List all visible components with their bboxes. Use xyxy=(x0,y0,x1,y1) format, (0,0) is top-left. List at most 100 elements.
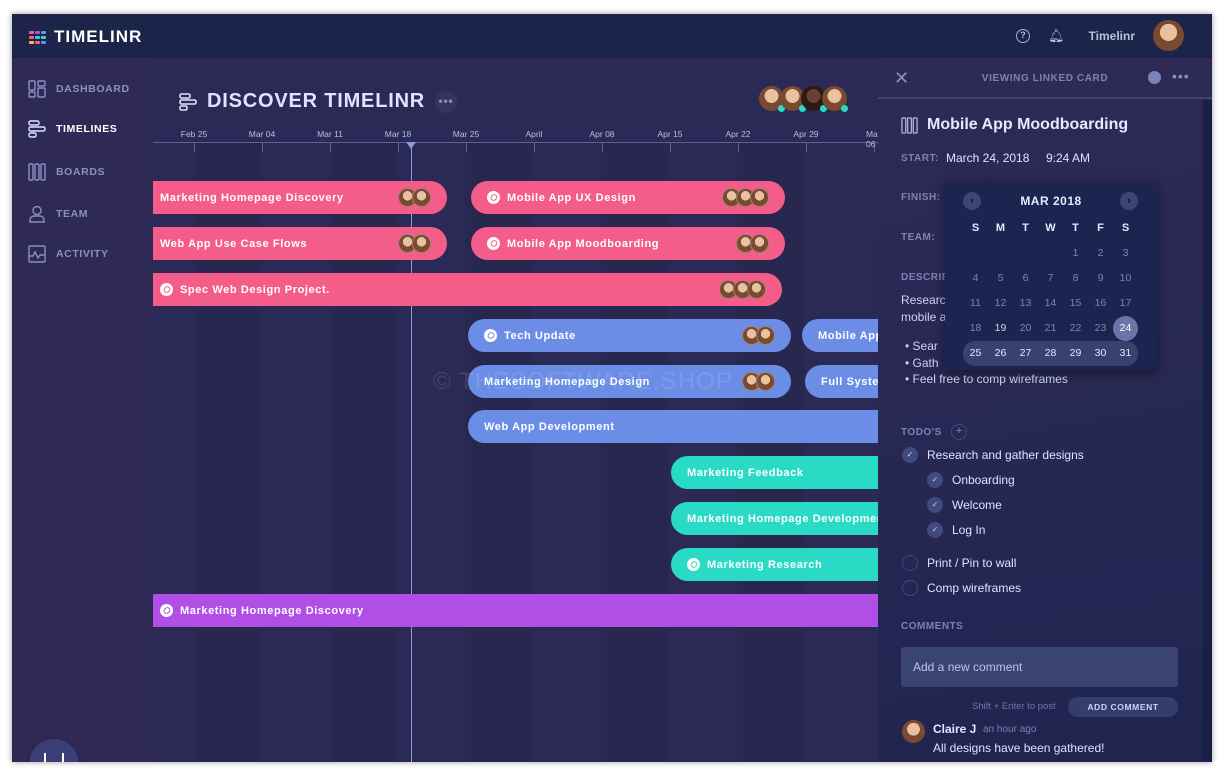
add-todo-button[interactable]: + xyxy=(951,424,967,440)
calendar-day[interactable]: 25 xyxy=(963,341,988,366)
today-marker[interactable] xyxy=(406,142,416,762)
sidebar: DASHBOARD TIMELINES BOARDS TEAM ACTIVITY xyxy=(12,58,153,762)
timeline-bar[interactable]: Mobile App UX Design xyxy=(471,181,785,214)
date-label: Mar 25 xyxy=(452,129,480,139)
calendar-day[interactable]: 6 xyxy=(1022,272,1029,284)
timeline-bar[interactable]: Marketing Research xyxy=(671,548,878,581)
date-picker: ‹ MAR 2018 › S M T W T F S 1 2 3 4 5 6 7 8 9 10 11 12 13 14 1… xyxy=(945,177,1157,370)
timeline-bar[interactable]: Marketing Homepage Discovery xyxy=(153,181,447,214)
calendar-day[interactable]: 2 xyxy=(1097,247,1104,259)
scrollbar[interactable] xyxy=(1203,100,1212,762)
start-date[interactable]: March 24, 2018 xyxy=(946,151,1030,165)
boards-icon xyxy=(28,163,46,181)
calendar-day[interactable]: 11 xyxy=(970,297,981,309)
calendar-day[interactable]: 20 xyxy=(1019,322,1032,334)
calendar-day[interactable]: 14 xyxy=(1044,297,1057,309)
timeline-bar[interactable]: Web App Use Case Flows xyxy=(153,227,447,260)
avatar[interactable] xyxy=(801,86,827,112)
calendar-day[interactable]: 31 xyxy=(1113,341,1138,366)
calendar-day[interactable]: 19 xyxy=(994,322,1007,334)
prev-month-button[interactable]: ‹ xyxy=(963,192,981,210)
calendar-day[interactable]: 10 xyxy=(1119,272,1132,284)
avatar[interactable] xyxy=(759,86,785,112)
timeline-bar[interactable]: Marketing Homepage Discovery xyxy=(153,594,878,627)
link-icon xyxy=(487,237,500,250)
calendar-day[interactable]: 18 xyxy=(969,322,982,334)
date-label: April xyxy=(525,129,543,139)
calendar-day[interactable]: 1 xyxy=(1072,247,1079,259)
calendar-day[interactable]: 13 xyxy=(1019,297,1032,309)
help-icon[interactable]: ? xyxy=(1016,28,1031,43)
timeline-bar[interactable]: Marketing Feedback xyxy=(671,456,878,489)
top-bar: TIMELINR ? 🔔︎ Timelinr xyxy=(12,14,1212,58)
user-avatar[interactable] xyxy=(1153,20,1184,51)
avatar[interactable] xyxy=(902,720,925,743)
timeline-bar[interactable]: Mobile App Moodboarding xyxy=(471,227,785,260)
calendar-day[interactable]: 28 xyxy=(1038,341,1063,366)
calendar-day[interactable]: 8 xyxy=(1072,272,1079,284)
chat-launcher-button[interactable] xyxy=(29,739,79,762)
comments-label: COMMENTS xyxy=(901,621,964,632)
todo-item[interactable]: Comp wireframes xyxy=(902,580,1021,596)
checkbox xyxy=(902,555,918,571)
weekday-label: S xyxy=(971,222,980,234)
sidebar-item-team[interactable]: TEAM xyxy=(28,205,88,223)
avatar[interactable] xyxy=(822,86,848,112)
timeline-bar[interactable]: Web App Development xyxy=(468,410,878,443)
start-time[interactable]: 9:24 AM xyxy=(1046,151,1091,165)
timeline-bar[interactable]: Spec Web Design Project. xyxy=(153,273,782,306)
sidebar-item-timelines[interactable]: TIMELINES xyxy=(28,120,117,138)
more-options-button[interactable]: ••• xyxy=(1172,68,1190,84)
description[interactable]: Researc mobile a xyxy=(901,293,947,324)
calendar-day[interactable]: 30 xyxy=(1088,341,1113,366)
bell-icon[interactable]: 🔔︎ xyxy=(1048,27,1065,43)
axis-tick xyxy=(670,142,671,152)
calendar-day[interactable]: 5 xyxy=(997,272,1004,284)
check-icon: ✓ xyxy=(927,472,943,488)
sidebar-item-label: BOARDS xyxy=(56,166,106,178)
calendar-day[interactable]: 22 xyxy=(1069,322,1082,334)
sidebar-item-activity[interactable]: ACTIVITY xyxy=(28,245,109,263)
calendar-day[interactable]: 24 xyxy=(1113,316,1138,341)
todo-item[interactable]: ✓ Log In xyxy=(927,522,985,538)
weekday-label: S xyxy=(1121,222,1130,234)
date-label: Apr 15 xyxy=(657,129,683,139)
timeline-bar[interactable]: Marketing Homepage Design xyxy=(468,365,791,398)
calendar-day[interactable]: 15 xyxy=(1069,297,1082,309)
calendar-day[interactable]: 9 xyxy=(1097,272,1104,284)
calendar-day[interactable]: 29 xyxy=(1063,341,1088,366)
todo-item[interactable]: ✓ Research and gather designs xyxy=(902,447,1084,463)
calendar-day[interactable]: 4 xyxy=(972,272,979,284)
sidebar-item-boards[interactable]: BOARDS xyxy=(28,163,105,181)
next-month-button[interactable]: › xyxy=(1120,192,1138,210)
todo-item[interactable]: ✓ Onboarding xyxy=(927,472,1015,488)
calendar-title: MAR 2018 xyxy=(1020,194,1082,208)
more-options-button[interactable]: ••• xyxy=(435,90,458,113)
user-name[interactable]: Timelinr xyxy=(1088,28,1135,43)
todo-item[interactable]: ✓ Welcome xyxy=(927,497,1002,513)
calendar-day[interactable]: 3 xyxy=(1122,247,1129,259)
timeline-bar[interactable]: Mobile App I xyxy=(802,319,878,352)
close-icon[interactable]: ✕ xyxy=(894,68,910,88)
add-comment-button[interactable]: ADD COMMENT xyxy=(1068,697,1178,717)
comment-input[interactable] xyxy=(901,647,1178,687)
link-icon[interactable] xyxy=(1148,71,1161,84)
team-avatars[interactable] xyxy=(759,86,848,112)
todo-item[interactable]: Print / Pin to wall xyxy=(902,555,1016,571)
timeline-bar[interactable]: Tech Update xyxy=(468,319,791,352)
calendar-day[interactable]: 26 xyxy=(988,341,1013,366)
calendar-day[interactable]: 27 xyxy=(1013,341,1038,366)
timeline-bar[interactable]: Full System xyxy=(805,365,878,398)
calendar-day[interactable]: 16 xyxy=(1094,297,1107,309)
avatar[interactable] xyxy=(780,86,806,112)
logo[interactable]: TIMELINR xyxy=(29,27,142,47)
card-title: Mobile App Moodboarding xyxy=(901,116,1128,134)
calendar-day[interactable]: 23 xyxy=(1094,322,1107,334)
calendar-day[interactable]: 21 xyxy=(1044,322,1057,334)
timeline-bar[interactable]: Marketing Homepage Development xyxy=(671,502,878,535)
calendar-day[interactable]: 7 xyxy=(1047,272,1054,284)
title-text: DISCOVER TIMELINR xyxy=(207,90,426,112)
calendar-day[interactable]: 12 xyxy=(994,297,1007,309)
sidebar-item-dashboard[interactable]: DASHBOARD xyxy=(28,80,130,98)
calendar-day[interactable]: 17 xyxy=(1119,297,1132,309)
